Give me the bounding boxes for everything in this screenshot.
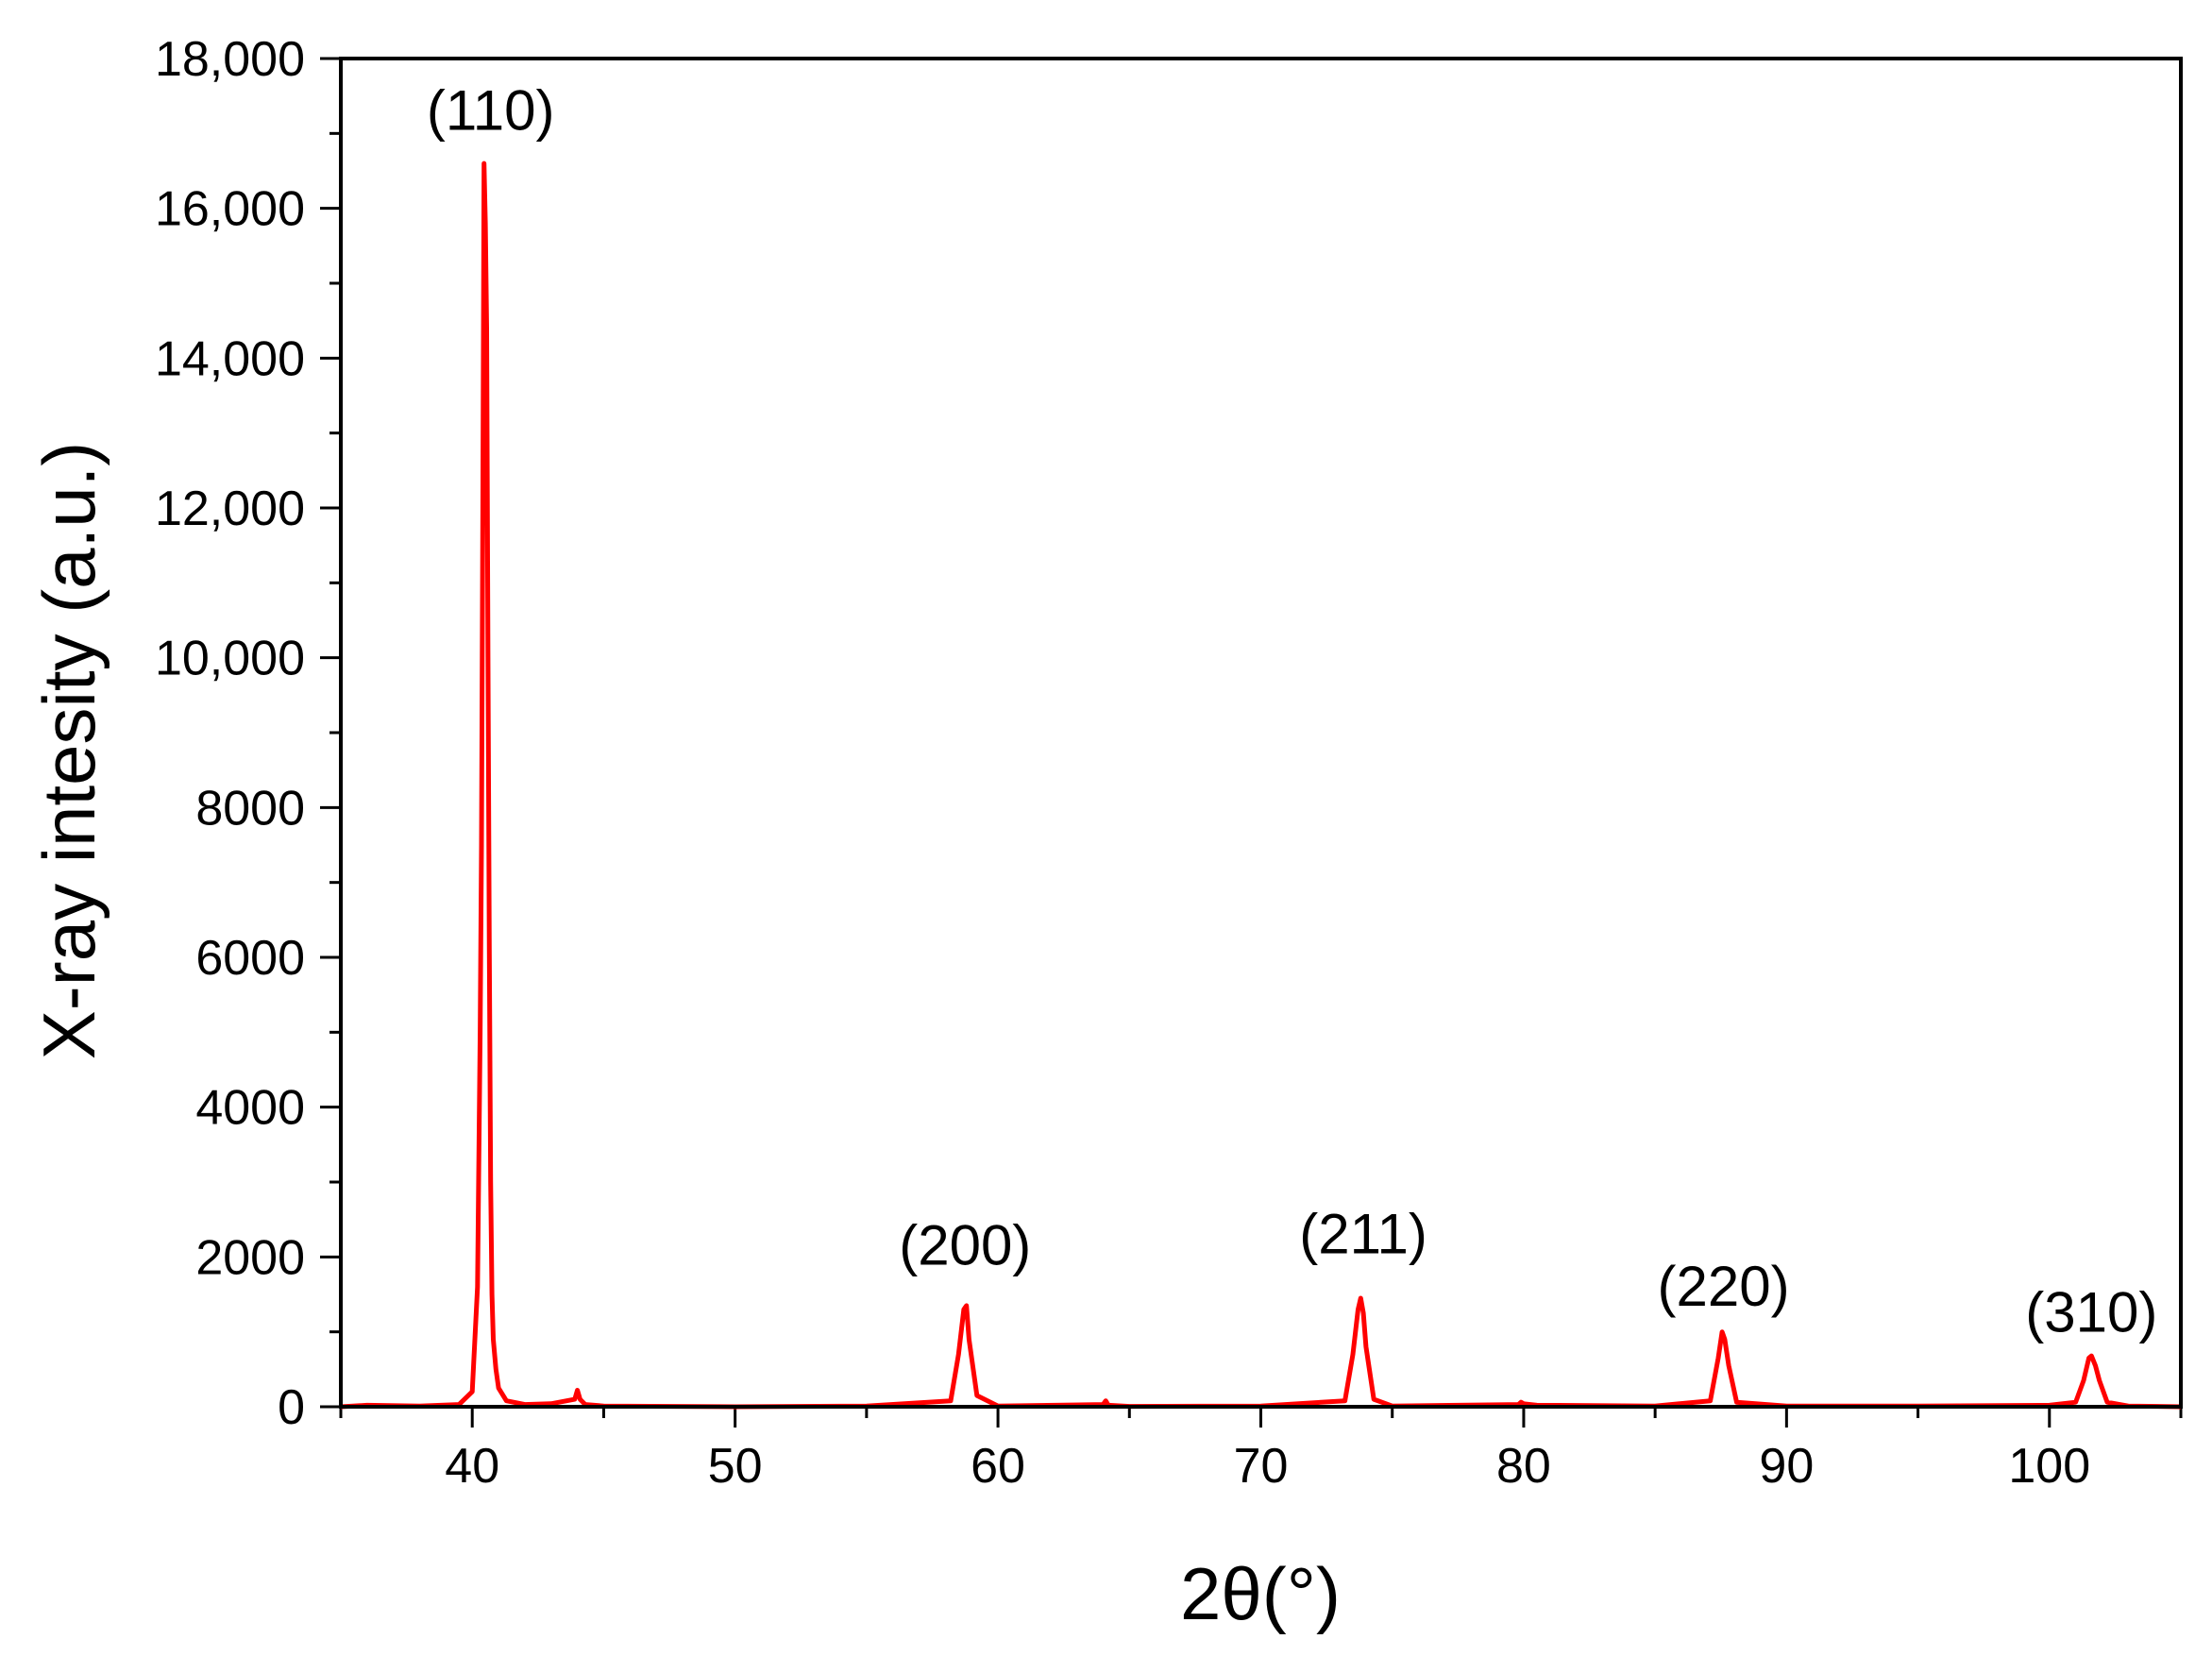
x-tick-label: 50 (708, 1439, 763, 1494)
x-tick-label: 90 (1759, 1439, 1814, 1494)
y-tick-label: 0 (278, 1380, 305, 1435)
plot-layer: 40 50 60 70 80 90 100 0 2000 4000 6000 8000 10,000 12… (155, 32, 2183, 1494)
peak-label: (310) (2025, 1281, 2157, 1344)
x-tick-label: 80 (1496, 1439, 1551, 1494)
plot-frame (339, 57, 2183, 1409)
x-tick-label: 40 (445, 1439, 499, 1494)
y-tick-label: 10,000 (155, 632, 305, 686)
peak-label: (200) (899, 1213, 1031, 1276)
x-tick-label: 100 (2008, 1439, 2090, 1494)
y-tick-label: 12,000 (155, 482, 305, 536)
y-axis-title: X-ray intesity (a.u.) (27, 442, 110, 1060)
x-axis-title: 2θ(°) (1180, 1552, 1341, 1635)
x-tick-label: 70 (1234, 1439, 1289, 1494)
peak-label: (220) (1657, 1255, 1789, 1318)
y-tick-label: 8000 (195, 781, 305, 836)
peak-label: (211) (1299, 1202, 1427, 1265)
y-tick-label: 16,000 (155, 182, 305, 237)
y-tick-label: 18,000 (155, 32, 305, 87)
y-tick-label: 6000 (195, 931, 305, 986)
peak-label: (110) (427, 78, 555, 142)
y-tick-label: 2000 (195, 1230, 305, 1285)
y-tick-label: 14,000 (155, 331, 305, 386)
x-tick-label: 60 (971, 1439, 1025, 1494)
y-tick-label: 4000 (195, 1081, 305, 1136)
